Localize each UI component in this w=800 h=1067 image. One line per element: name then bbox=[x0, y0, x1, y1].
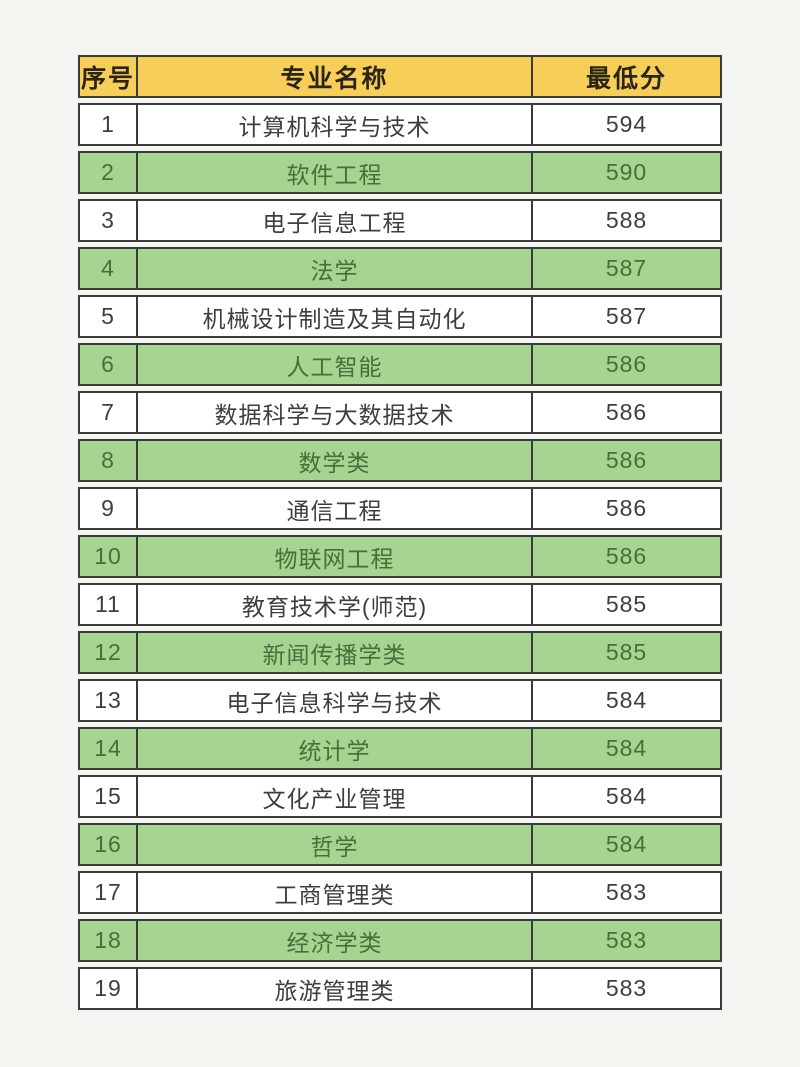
row-index-cell: 6 bbox=[78, 343, 138, 386]
table-row: 7 数据科学与大数据技术 586 bbox=[78, 391, 722, 434]
row-score-cell: 583 bbox=[533, 919, 722, 962]
row-index-cell: 3 bbox=[78, 199, 138, 242]
row-major-cell: 计算机科学与技术 bbox=[138, 103, 533, 146]
row-score-cell: 586 bbox=[533, 487, 722, 530]
row-score-cell: 584 bbox=[533, 679, 722, 722]
row-index-cell: 16 bbox=[78, 823, 138, 866]
row-major-cell: 通信工程 bbox=[138, 487, 533, 530]
row-major-cell: 经济学类 bbox=[138, 919, 533, 962]
table-row: 4 法学 587 bbox=[78, 247, 722, 290]
row-index-cell: 4 bbox=[78, 247, 138, 290]
table-row: 1 计算机科学与技术 594 bbox=[78, 103, 722, 146]
row-score-cell: 583 bbox=[533, 967, 722, 1010]
table-row: 8 数学类 586 bbox=[78, 439, 722, 482]
table-row: 9 通信工程 586 bbox=[78, 487, 722, 530]
row-score-cell: 587 bbox=[533, 295, 722, 338]
page: 序号 专业名称 最低分 1 计算机科学与技术 594 2 软件工程 590 3 电子信息工程 5… bbox=[78, 50, 722, 1015]
column-header-major: 专业名称 bbox=[138, 55, 533, 98]
table-row: 18 经济学类 583 bbox=[78, 919, 722, 962]
row-index-cell: 12 bbox=[78, 631, 138, 674]
table-row: 11 教育技术学(师范) 585 bbox=[78, 583, 722, 626]
row-index-cell: 13 bbox=[78, 679, 138, 722]
row-index-cell: 19 bbox=[78, 967, 138, 1010]
table-row: 14 统计学 584 bbox=[78, 727, 722, 770]
row-major-cell: 文化产业管理 bbox=[138, 775, 533, 818]
table-row: 19 旅游管理类 583 bbox=[78, 967, 722, 1010]
row-major-cell: 数学类 bbox=[138, 439, 533, 482]
row-score-cell: 586 bbox=[533, 391, 722, 434]
table-row: 2 软件工程 590 bbox=[78, 151, 722, 194]
table-row: 10 物联网工程 586 bbox=[78, 535, 722, 578]
row-index-cell: 15 bbox=[78, 775, 138, 818]
row-index-cell: 17 bbox=[78, 871, 138, 914]
row-score-cell: 587 bbox=[533, 247, 722, 290]
table-row: 3 电子信息工程 588 bbox=[78, 199, 722, 242]
row-index-cell: 14 bbox=[78, 727, 138, 770]
row-major-cell: 旅游管理类 bbox=[138, 967, 533, 1010]
row-score-cell: 586 bbox=[533, 343, 722, 386]
row-major-cell: 统计学 bbox=[138, 727, 533, 770]
row-major-cell: 电子信息科学与技术 bbox=[138, 679, 533, 722]
row-major-cell: 机械设计制造及其自动化 bbox=[138, 295, 533, 338]
row-index-cell: 2 bbox=[78, 151, 138, 194]
row-index-cell: 8 bbox=[78, 439, 138, 482]
row-major-cell: 电子信息工程 bbox=[138, 199, 533, 242]
column-header-min-score: 最低分 bbox=[533, 55, 722, 98]
row-score-cell: 583 bbox=[533, 871, 722, 914]
row-major-cell: 数据科学与大数据技术 bbox=[138, 391, 533, 434]
table-row: 5 机械设计制造及其自动化 587 bbox=[78, 295, 722, 338]
row-major-cell: 法学 bbox=[138, 247, 533, 290]
row-major-cell: 物联网工程 bbox=[138, 535, 533, 578]
row-major-cell: 工商管理类 bbox=[138, 871, 533, 914]
table-row: 15 文化产业管理 584 bbox=[78, 775, 722, 818]
row-major-cell: 教育技术学(师范) bbox=[138, 583, 533, 626]
row-major-cell: 新闻传播学类 bbox=[138, 631, 533, 674]
table-row: 13 电子信息科学与技术 584 bbox=[78, 679, 722, 722]
table-row: 12 新闻传播学类 585 bbox=[78, 631, 722, 674]
table-body: 1 计算机科学与技术 594 2 软件工程 590 3 电子信息工程 588 4 法学 587 5 机械设… bbox=[78, 103, 722, 1010]
table-row: 16 哲学 584 bbox=[78, 823, 722, 866]
row-score-cell: 590 bbox=[533, 151, 722, 194]
row-score-cell: 584 bbox=[533, 727, 722, 770]
row-major-cell: 人工智能 bbox=[138, 343, 533, 386]
row-score-cell: 585 bbox=[533, 631, 722, 674]
row-score-cell: 594 bbox=[533, 103, 722, 146]
row-index-cell: 1 bbox=[78, 103, 138, 146]
row-major-cell: 软件工程 bbox=[138, 151, 533, 194]
table-header-row: 序号 专业名称 最低分 bbox=[78, 55, 722, 98]
row-index-cell: 9 bbox=[78, 487, 138, 530]
admission-score-table: 序号 专业名称 最低分 1 计算机科学与技术 594 2 软件工程 590 3 电子信息工程 5… bbox=[78, 50, 722, 1015]
row-score-cell: 586 bbox=[533, 535, 722, 578]
row-index-cell: 5 bbox=[78, 295, 138, 338]
column-header-index: 序号 bbox=[78, 55, 138, 98]
row-score-cell: 586 bbox=[533, 439, 722, 482]
row-score-cell: 584 bbox=[533, 823, 722, 866]
row-score-cell: 588 bbox=[533, 199, 722, 242]
row-index-cell: 18 bbox=[78, 919, 138, 962]
row-major-cell: 哲学 bbox=[138, 823, 533, 866]
table-row: 17 工商管理类 583 bbox=[78, 871, 722, 914]
table-row: 6 人工智能 586 bbox=[78, 343, 722, 386]
row-index-cell: 7 bbox=[78, 391, 138, 434]
row-index-cell: 10 bbox=[78, 535, 138, 578]
row-score-cell: 585 bbox=[533, 583, 722, 626]
row-index-cell: 11 bbox=[78, 583, 138, 626]
row-score-cell: 584 bbox=[533, 775, 722, 818]
